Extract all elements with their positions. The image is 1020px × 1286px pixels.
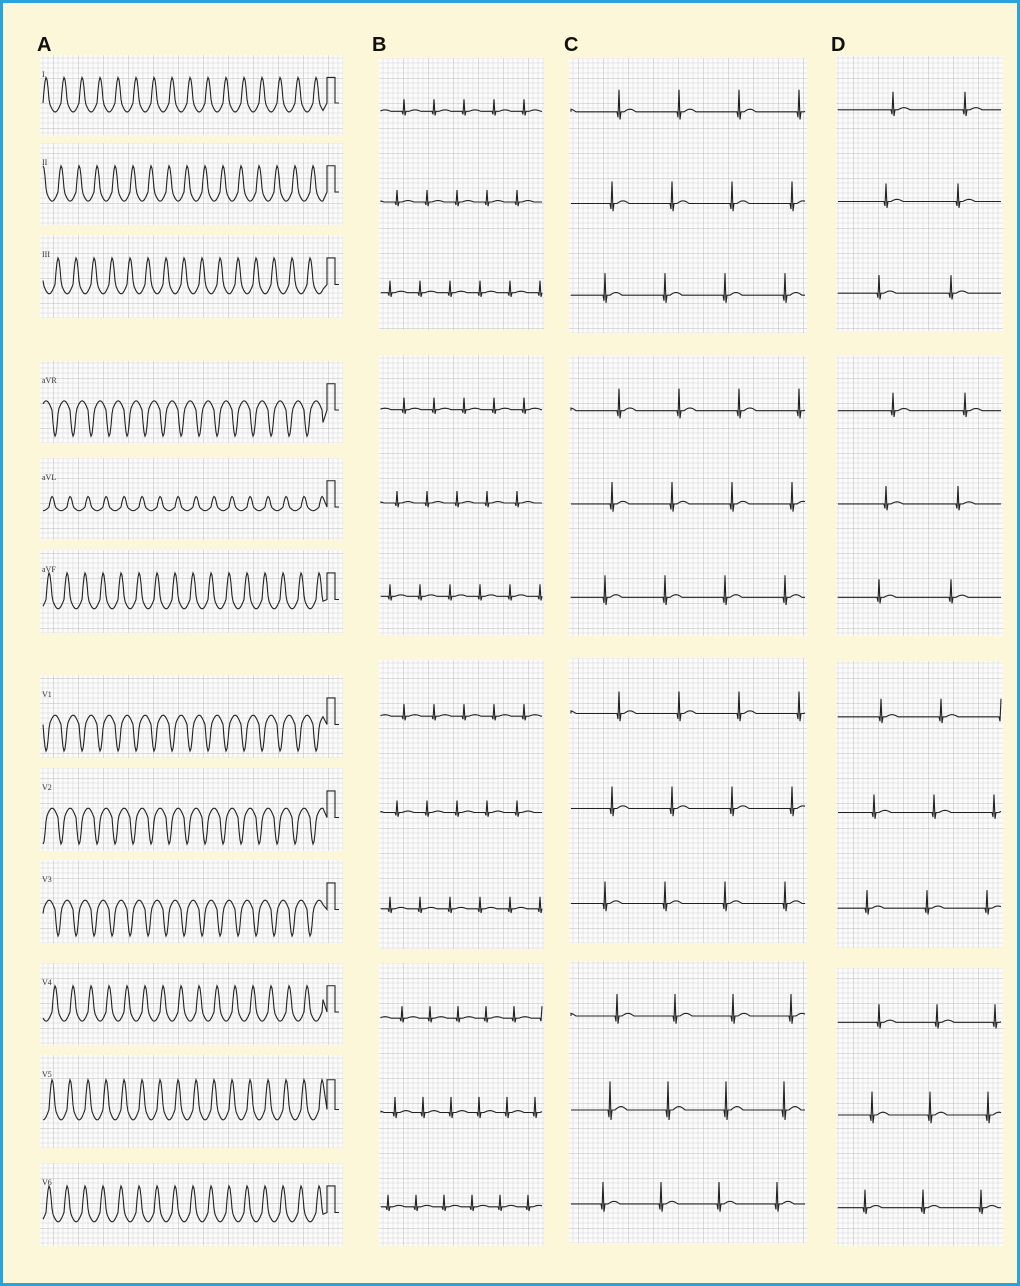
lead-label: V2 [42, 783, 52, 792]
lead-label: V5 [42, 1070, 52, 1079]
ecg-strip [379, 355, 544, 635]
ecg-strip [569, 961, 807, 1243]
panel-label: D [831, 34, 845, 56]
ecg-strip [836, 968, 1003, 1246]
lead-label: V4 [42, 978, 52, 987]
lead-label: aVL [42, 473, 56, 482]
lead-label: V1 [42, 690, 52, 699]
ecg-strip [379, 58, 544, 330]
lead-label: II [42, 158, 48, 167]
lead-label: I [42, 70, 45, 79]
ecg-strip [379, 660, 544, 949]
ecg-strip [40, 550, 343, 633]
lead-label: aVR [42, 376, 57, 385]
lead-label: III [42, 250, 50, 259]
ecg-strip [836, 661, 1003, 948]
lead-label: V3 [42, 875, 52, 884]
ecg-strip [40, 55, 343, 135]
figure: A B C D IIIIIIaVRaVLaVFV1V2V3V4V5V6 [0, 0, 1020, 1286]
ecg-strip [40, 963, 343, 1045]
lead-label: aVF [42, 565, 56, 574]
ecg-strip [836, 56, 1003, 331]
ecg-strip [40, 768, 343, 851]
ecg-strip [40, 235, 343, 318]
lead-label: V6 [42, 1178, 52, 1187]
ecg-strip [379, 963, 544, 1246]
ecg-strip [836, 356, 1003, 636]
panel-label: C [564, 34, 578, 56]
ecg-strip [40, 1163, 343, 1246]
panel-label: A [37, 34, 51, 56]
ecg-strip [40, 458, 343, 540]
panel-label: B [372, 34, 386, 56]
